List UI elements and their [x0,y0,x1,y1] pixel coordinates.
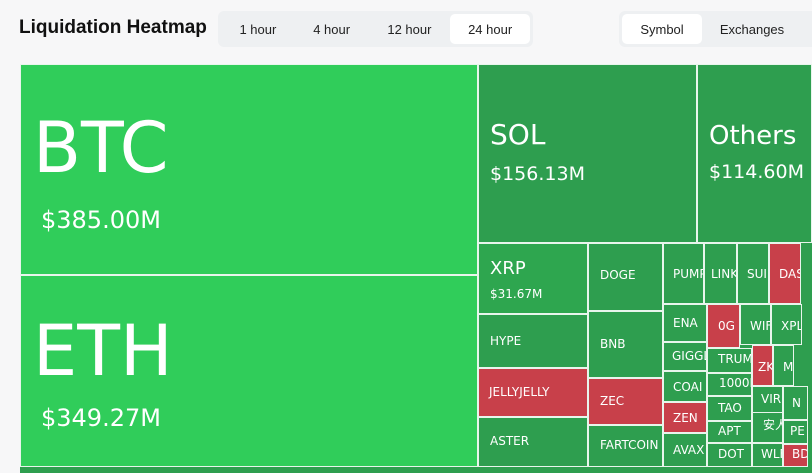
tile-label: COAI [673,380,703,394]
heatmap-tile[interactable]: BTC $385.00M [20,64,478,275]
heatmap-tile[interactable]: JELLYJELLY [478,368,588,417]
heatmap-tile[interactable]: LINK [704,243,737,304]
tile-label: TAO [718,401,742,415]
view-tab[interactable]: Symbol [622,14,702,44]
heatmap-tile[interactable]: APT [707,421,752,443]
heatmap-tile[interactable]: 0G [707,304,740,348]
timeframe-tab[interactable]: 1 hour [239,21,277,37]
heatmap-tile[interactable]: HYPE [478,314,588,368]
tile-value: $114.60M [709,161,804,183]
tile-label: DAS [779,267,800,281]
tile-label: Others [709,121,797,151]
heatmap-tile[interactable]: BNB [588,311,663,378]
tile-label: GIGGL [672,349,707,363]
heatmap-tile[interactable]: 1000P [707,373,752,396]
timeframe-tab[interactable]: 24 hour [450,14,530,44]
tile-label: BD [792,447,808,461]
heatmap-tile[interactable]: DOGE [588,243,663,311]
heatmap-tile[interactable]: FARTCOIN [588,425,663,467]
heatmap-tile[interactable]: N [783,386,808,420]
tile-value: $156.13M [490,163,585,185]
tile-label: FARTCOIN [600,438,659,452]
tile-label: 安人 [763,418,782,432]
tile-label: APT [718,424,741,438]
tile-label: ASTER [490,434,530,448]
tile-label: ETH [33,310,173,392]
tile-label: SUI [747,267,767,281]
tile-label: M [783,360,794,374]
heatmap-tile[interactable]: Others $114.60M [697,64,812,243]
tile-label: TRUM [718,352,752,366]
tile-label: ZEN [673,411,698,425]
tile-label: SOL [490,118,546,151]
tile-label: HYPE [490,334,522,348]
heatmap-tile[interactable]: DOT [707,443,752,467]
tile-label: VIR [761,392,782,406]
tile-label: ZK [758,360,773,374]
tile-value: $349.27M [41,404,161,432]
heatmap-tile[interactable]: ZEN [663,402,707,433]
heatmap-tile[interactable]: XPL [771,304,802,345]
tile-label: LINK [711,267,737,281]
heatmap-tile[interactable]: SUI [737,243,769,304]
heatmap-tile[interactable]: SOL $156.13M [478,64,697,243]
heatmap-tile[interactable]: M [773,345,794,386]
heatmap: BTC $385.00M ETH $349.27M SOL $156.13M Others $… [20,64,812,473]
tile-label: WLF [761,447,782,461]
tile-label: XPL [781,319,802,333]
heatmap-tile[interactable]: TRUM [707,348,752,373]
heatmap-tile[interactable]: ZK [752,345,773,386]
timeframe-tab[interactable]: 12 hour [387,21,432,37]
view-toggle: Symbol Exchanges [619,11,812,47]
heatmap-tile[interactable]: WLF [752,443,783,467]
page-title: Liquidation Heatmap [19,17,207,38]
heatmap-tile[interactable]: ZEC [588,378,663,425]
tile-label: BTC [33,107,169,189]
tile-label: XRP [490,258,526,279]
heatmap-tile[interactable]: 安人 [752,412,783,443]
timeframe-tabs: 1 hour 4 hour 12 hour 24 hour [218,11,533,47]
timeframe-tab[interactable]: 4 hour [313,21,351,37]
tile-value: $385.00M [41,206,161,234]
tile-label: AVAX [673,443,705,457]
tile-label: N [792,396,801,410]
heatmap-tile[interactable]: GIGGL [663,342,707,371]
tile-label: ZEC [600,394,625,408]
heatmap-tile[interactable]: COAI [663,371,707,402]
tile-label: PUMP [673,267,704,281]
heatmap-tile[interactable]: ASTER [478,417,588,467]
heatmap-tile[interactable]: PUMP [663,243,704,304]
tile-label: WIF [750,319,771,333]
tile-label: 0G [718,319,735,333]
heatmap-tile[interactable]: DAS [769,243,801,304]
tile-label: 1000P [719,376,751,390]
heatmap-tile[interactable]: BD [783,444,808,467]
tile-value: $31.67M [490,287,543,301]
tile-label: DOT [718,447,745,461]
view-tab[interactable]: Exchanges [719,21,785,37]
heatmap-tile[interactable]: ENA [663,304,707,342]
heatmap-tile[interactable]: ETH $349.27M [20,275,478,467]
tile-label: ENA [673,316,698,330]
heatmap-tile[interactable]: XRP $31.67M [478,243,588,314]
tile-label: DOGE [600,268,636,282]
heatmap-tile[interactable]: TAO [707,396,752,421]
heatmap-tile[interactable]: WIF [740,304,771,345]
tile-label: JELLYJELLY [489,385,550,399]
heatmap-tile[interactable]: PE [783,420,808,444]
tile-label: BNB [600,337,626,351]
heatmap-tile[interactable]: AVAX [663,433,707,467]
tile-label: PE [790,424,805,438]
heatmap-tile[interactable]: VIR [752,386,783,413]
